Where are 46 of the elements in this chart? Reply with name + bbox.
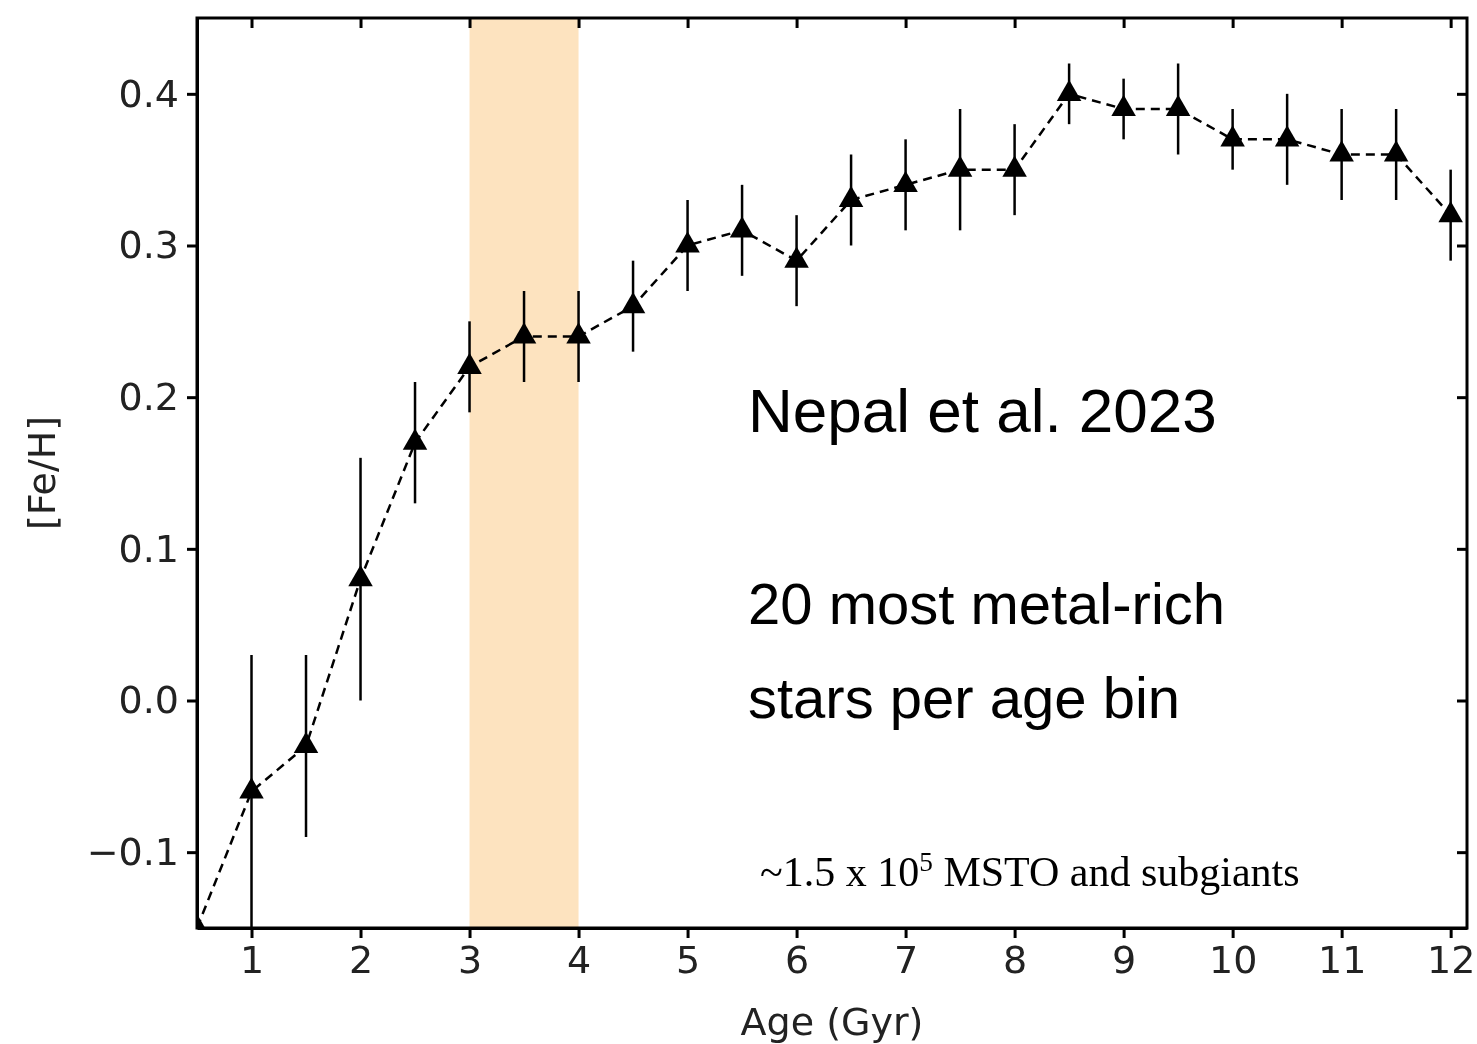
point (620, 292, 646, 314)
point (675, 231, 700, 253)
x-tick-label: 7 (893, 937, 919, 982)
point (1329, 140, 1354, 162)
x-axis-title: Age (Gyr) (740, 1000, 924, 1044)
y-tick-label: 0.4 (118, 71, 179, 116)
point (1165, 94, 1191, 117)
annotation: 20 most metal-rich stars per age bin (748, 571, 1226, 730)
x-tick-label: 5 (675, 937, 701, 982)
y-tick-label: 0.0 (118, 678, 179, 723)
point (511, 322, 537, 344)
annotation: ~1.5 x 10$^{5}$ MSTO and subgiants (760, 847, 1300, 895)
point (838, 185, 864, 208)
point (947, 155, 973, 177)
y-tick-label: 0.1 (118, 526, 179, 571)
point (402, 428, 428, 450)
point (293, 731, 319, 754)
x-tick-label: 10 (1208, 937, 1258, 982)
y-axis-title: [Fe/H] (20, 415, 64, 531)
point (348, 565, 373, 587)
x-tick-label: 1 (239, 937, 265, 982)
x-tick-label: 12 (1426, 937, 1476, 982)
point (1274, 125, 1300, 147)
x-tick-label: 4 (566, 937, 592, 982)
point (1111, 94, 1136, 117)
point (239, 777, 264, 799)
x-tick-label: 9 (1112, 937, 1137, 982)
x-tick-label: 11 (1317, 937, 1367, 982)
x-tick-label: 2 (348, 937, 374, 982)
x-tick-label: 3 (457, 937, 483, 982)
x-tick-label: 6 (784, 937, 810, 982)
point (1002, 155, 1027, 177)
point (729, 216, 755, 238)
annotation: Nepal et al. 2023 (748, 376, 1217, 445)
point (784, 246, 809, 268)
point (1383, 140, 1409, 162)
y-tick-label: 0.2 (118, 374, 179, 419)
x-tick-label: 8 (1003, 937, 1028, 982)
point (1220, 125, 1245, 147)
point (1438, 201, 1463, 223)
point (566, 322, 591, 344)
y-tick-label: 0.3 (118, 223, 179, 268)
y-tick-label: −0.1 (86, 829, 179, 874)
point (893, 170, 918, 192)
point (457, 352, 482, 374)
point (1056, 79, 1082, 101)
